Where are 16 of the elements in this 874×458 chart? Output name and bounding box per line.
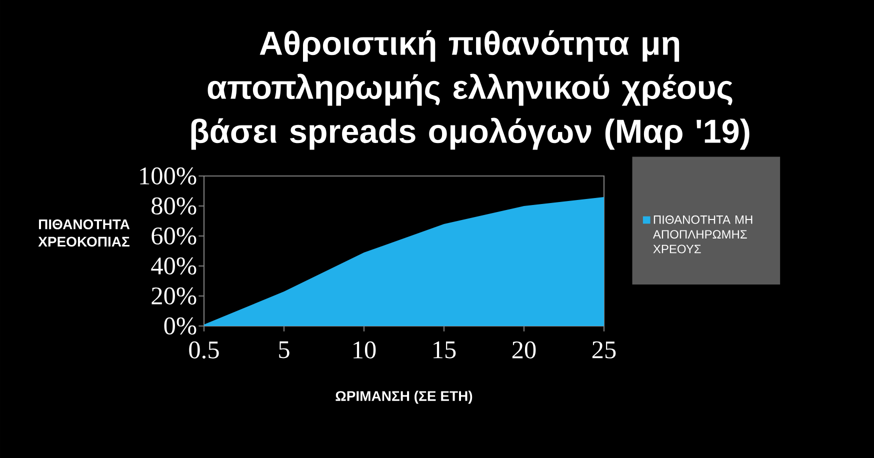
y-tick-label: 40% xyxy=(151,257,196,275)
y-axis-title: ΠΙΘΑΝΟΤΗΤΑ ΧΡΕΟΚΟΠΙΑΣ xyxy=(38,219,130,247)
x-tick-label: 5 xyxy=(279,341,290,358)
y-tick-label: 80% xyxy=(152,197,196,215)
x-tick-label: 25 xyxy=(592,341,616,358)
x-tick-label: 15 xyxy=(434,341,456,358)
y-tick-label: 20% xyxy=(152,287,196,305)
y-tick-label: 100% xyxy=(140,167,196,185)
legend-label: ΠΙΘΑΝΟΤΗΤΑ ΜΗ ΑΠΟΠΛΗΡΩΜΗΣ ΧΡΕΟΥΣ xyxy=(652,215,752,254)
x-tick-label: 0.5 xyxy=(189,341,219,359)
y-tick-label: 60% xyxy=(152,227,196,245)
x-tick-label: 20 xyxy=(512,341,536,358)
chart-title: Αθροιστική πιθανότητα μη αποπληρωμής ελληνικού χρέους βάσει spreads ομολόγων (Μαρ '19) xyxy=(191,30,750,150)
x-tick-label: 10 xyxy=(354,341,376,358)
y-tick-label: 0% xyxy=(164,317,196,335)
x-axis-title: ΩΡΙΜΑΝΣΗ (ΣΕ ΕΤΗ) xyxy=(336,390,472,404)
